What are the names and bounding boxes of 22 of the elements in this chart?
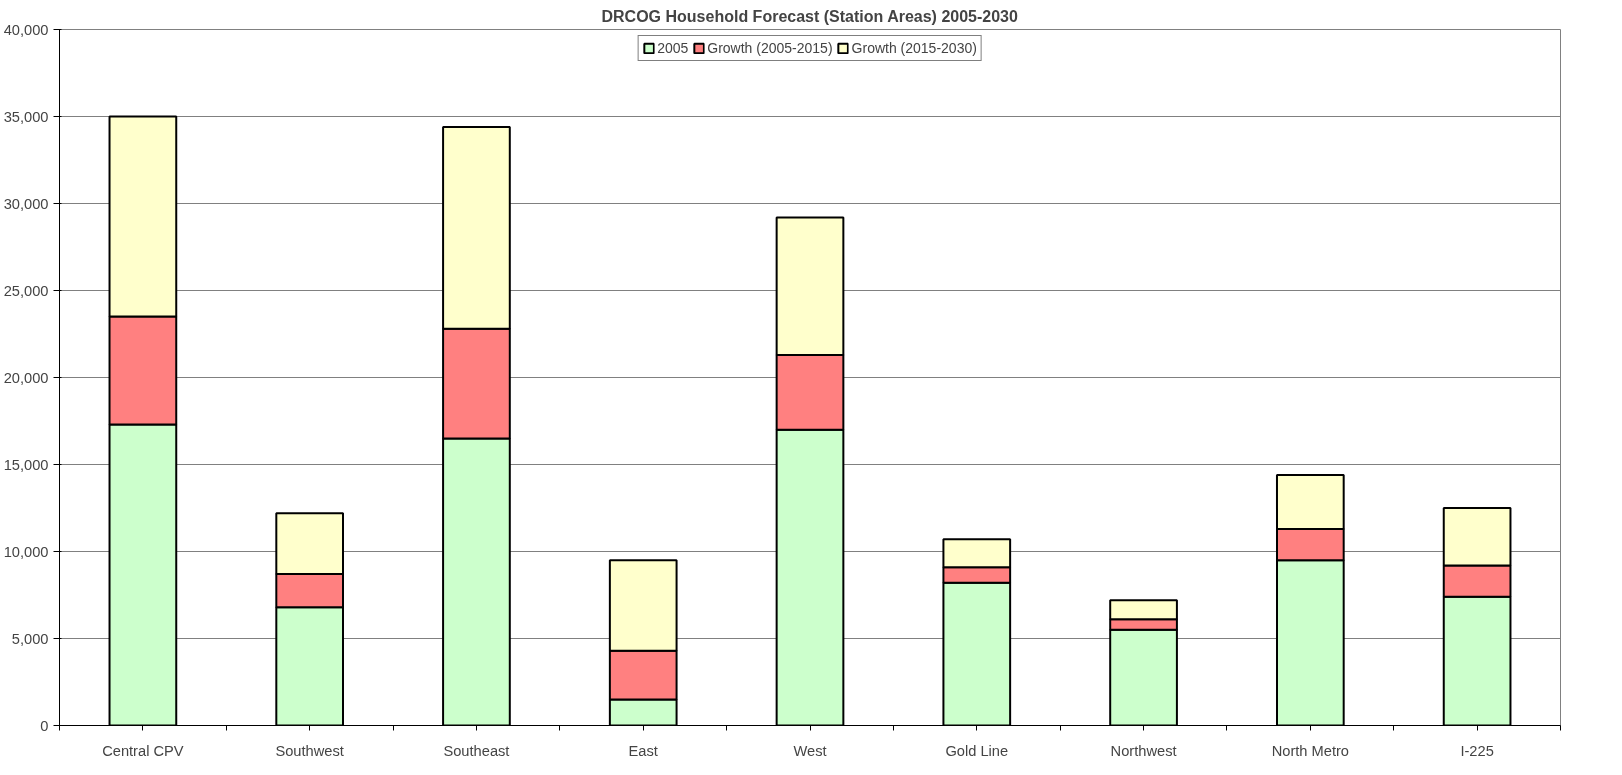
chart-title: DRCOG Household Forecast (Station Areas) 2005-2030 bbox=[601, 7, 1019, 25]
legend-label: 2005 bbox=[657, 40, 689, 56]
x-tick-label: Southwest bbox=[275, 742, 344, 759]
legend-label: Growth (2005-2015) bbox=[707, 40, 833, 56]
x-tick-label: East bbox=[628, 742, 658, 759]
y-tick-label: 0 bbox=[40, 717, 49, 734]
y-tick-label: 5,000 bbox=[11, 630, 49, 647]
y-tick-label: 30,000 bbox=[3, 195, 49, 212]
y-tick-label: 10,000 bbox=[3, 543, 49, 560]
x-tick-label: West bbox=[793, 742, 827, 759]
y-tick-label: 15,000 bbox=[3, 456, 49, 473]
y-tick-label: 35,000 bbox=[3, 108, 49, 125]
x-tick-label: North Metro bbox=[1271, 742, 1350, 759]
y-tick-label: 20,000 bbox=[3, 369, 49, 386]
x-tick-label: Central CPV bbox=[102, 742, 184, 759]
x-tick-label: Northwest bbox=[1110, 742, 1177, 759]
x-tick-label: I-225 bbox=[1460, 742, 1494, 759]
x-tick-label: Southeast bbox=[443, 742, 510, 759]
y-tick-label: 40,000 bbox=[3, 21, 49, 38]
legend-label: Growth (2015-2030) bbox=[851, 40, 977, 56]
y-tick-label: 25,000 bbox=[3, 282, 49, 299]
x-tick-label: Gold Line bbox=[945, 742, 1009, 759]
